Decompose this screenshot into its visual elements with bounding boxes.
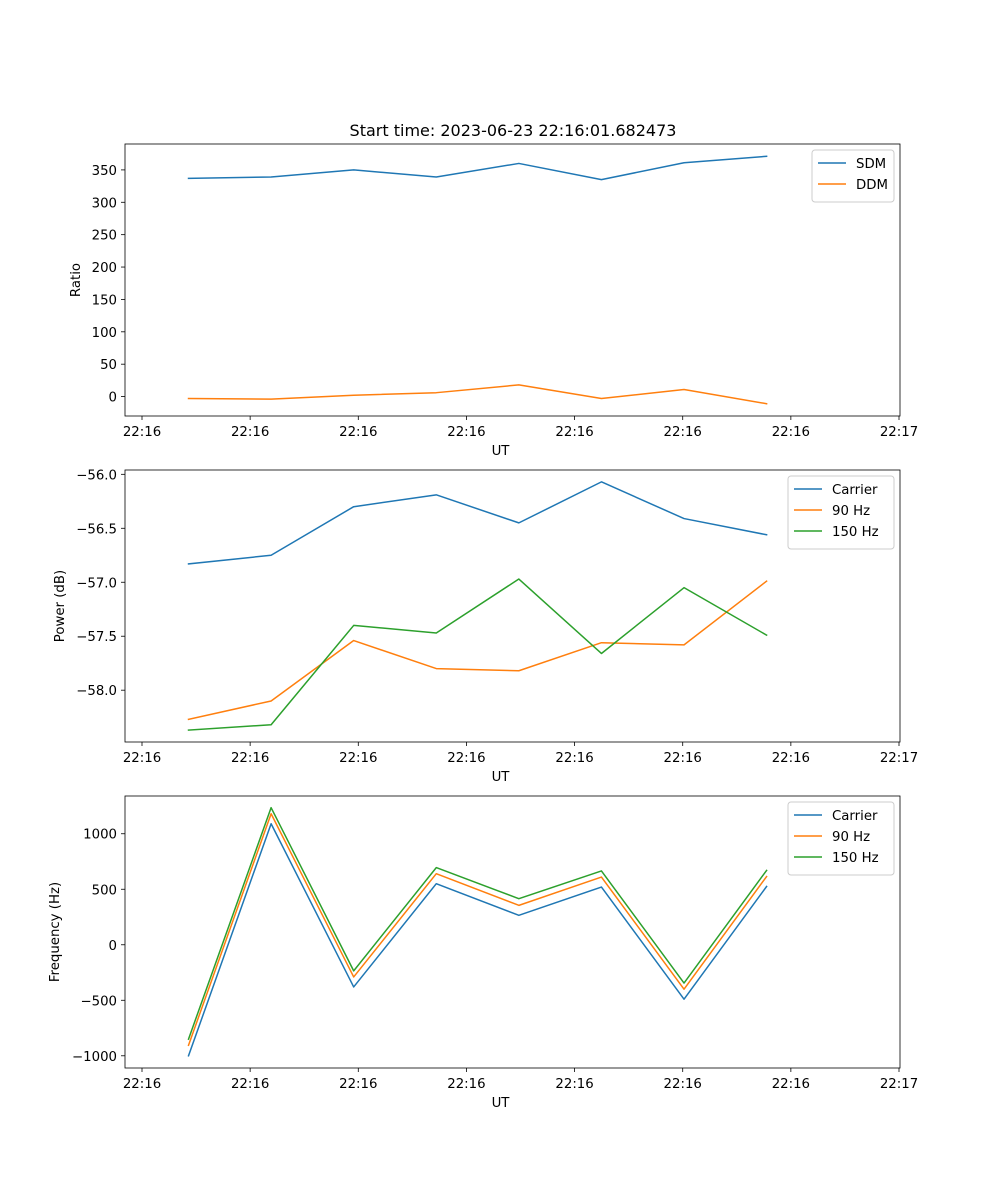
y-tick-label: 150 (92, 293, 117, 308)
y-tick-label: −500 (80, 994, 117, 1009)
x-tick-label: 22:17 (880, 425, 918, 440)
y-tick-label: −58.0 (76, 684, 117, 699)
x-tick-label: 22:16 (555, 425, 593, 440)
y-tick-label: 1000 (83, 828, 117, 843)
series-line-2-2 (187, 580, 768, 721)
y-tick-label: −56.0 (76, 468, 117, 483)
legend-label: Carrier (832, 809, 878, 824)
x-tick-label: 22:16 (123, 1077, 161, 1092)
x-axis-label: UT (492, 770, 511, 785)
x-tick-label: 22:16 (664, 425, 702, 440)
series-line-2-1 (187, 481, 768, 565)
x-tick-label: 22:16 (772, 751, 810, 766)
legend-label: SDM (856, 157, 886, 172)
series-line-3-2 (187, 813, 768, 1047)
y-tick-label: −56.5 (76, 522, 117, 537)
y-axis-label: Ratio (69, 263, 84, 297)
series-line-1-2 (187, 384, 768, 405)
y-tick-label: 50 (100, 358, 117, 373)
series-line-3-1 (187, 823, 768, 1057)
legend-label: 90 Hz (832, 504, 870, 519)
y-tick-label: 350 (92, 164, 117, 179)
x-tick-label: 22:16 (772, 1077, 810, 1092)
y-tick-label: 500 (92, 883, 117, 898)
axes-frame (124, 469, 901, 743)
x-tick-label: 22:17 (880, 751, 918, 766)
x-tick-label: 22:16 (664, 751, 702, 766)
x-tick-label: 22:16 (447, 425, 485, 440)
y-axis-label: Power (dB) (53, 570, 68, 642)
x-tick-label: 22:16 (447, 751, 485, 766)
x-tick-label: 22:16 (231, 425, 269, 440)
x-axis-label: UT (492, 1096, 511, 1111)
chart-panel-1: 22:16 22:16 22:16 22:16 22:16 22:16 22:16 22:17… (69, 143, 918, 459)
chart-panel-2: 22:16 22:16 22:16 22:16 22:16 22:16 22:16 22:17… (53, 468, 918, 785)
x-tick-label: 22:16 (231, 751, 269, 766)
axes-frame (124, 143, 901, 417)
y-tick-label: −1000 (72, 1050, 117, 1065)
x-tick-label: 22:17 (880, 1077, 918, 1092)
y-tick-label: 100 (92, 326, 117, 341)
y-tick-label: −57.0 (76, 576, 117, 591)
y-tick-label: 0 (109, 391, 117, 406)
x-tick-label: 22:16 (772, 425, 810, 440)
legend-label: DDM (856, 178, 888, 193)
x-tick-label: 22:16 (664, 1077, 702, 1092)
x-tick-label: 22:16 (555, 1077, 593, 1092)
x-tick-label: 22:16 (555, 751, 593, 766)
legend: Carrier 90 Hz 150 Hz (787, 801, 895, 876)
y-tick-label: 250 (92, 229, 117, 244)
legend-label: 150 Hz (832, 851, 879, 866)
x-tick-label: 22:16 (447, 1077, 485, 1092)
series-line-2-3 (187, 578, 768, 731)
figure-title: Start time: 2023-06-23 22:16:01.682473 (350, 121, 677, 140)
x-tick-label: 22:16 (123, 425, 161, 440)
x-tick-label: 22:16 (231, 1077, 269, 1092)
x-tick-label: 22:16 (339, 425, 377, 440)
y-tick-label: −57.5 (76, 630, 117, 645)
axes-frame (124, 795, 901, 1069)
x-axis-label: UT (492, 444, 511, 459)
legend-label: 90 Hz (832, 830, 870, 845)
y-tick-label: 200 (92, 261, 117, 276)
series-line-1-1 (187, 155, 768, 181)
legend: SDM DDM (811, 149, 895, 203)
series-line-3-3 (187, 806, 768, 1041)
y-axis-label: Frequency (Hz) (48, 882, 63, 982)
y-tick-label: 300 (92, 196, 117, 211)
x-tick-label: 22:16 (123, 751, 161, 766)
x-tick-label: 22:16 (339, 1077, 377, 1092)
legend-label: 150 Hz (832, 525, 879, 540)
chart-panel-3: 22:16 22:16 22:16 22:16 22:16 22:16 22:16 22:17… (48, 795, 918, 1111)
panels: 22:16 22:16 22:16 22:16 22:16 22:16 22:16 22:17… (48, 143, 918, 1111)
y-tick-label: 0 (109, 939, 117, 954)
legend: Carrier 90 Hz 150 Hz (787, 475, 895, 550)
x-tick-label: 22:16 (339, 751, 377, 766)
legend-label: Carrier (832, 483, 878, 498)
